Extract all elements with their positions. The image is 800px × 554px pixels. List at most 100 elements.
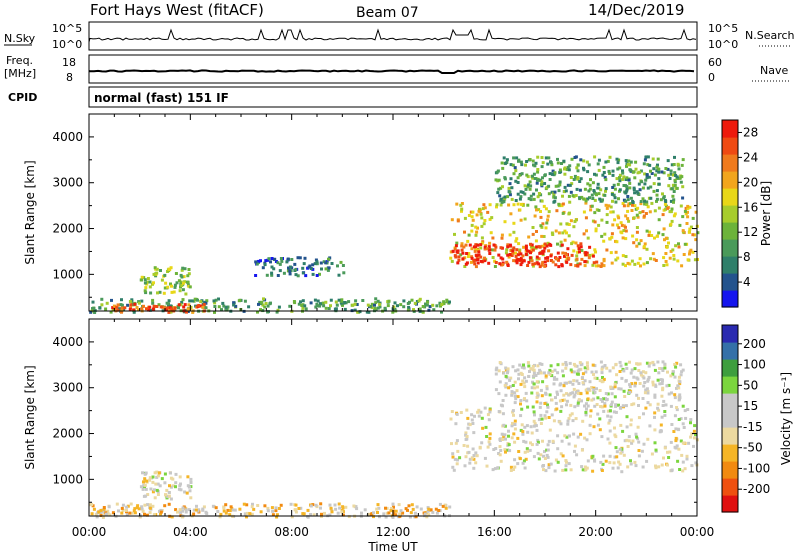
velocity-cell <box>632 402 636 406</box>
velocity-cell <box>498 361 502 364</box>
power-cell <box>181 281 185 285</box>
velocity-cell <box>589 414 592 418</box>
velocity-cell <box>504 393 508 397</box>
velocity-cell <box>156 474 160 478</box>
power-cell <box>146 277 150 280</box>
velocity-cell <box>340 510 344 514</box>
velocity-cell <box>438 502 442 506</box>
power-cell <box>196 298 199 302</box>
power-cell <box>467 214 471 217</box>
velocity-cell <box>497 410 501 413</box>
velocity-cell <box>492 448 496 451</box>
cpid-label: CPID <box>8 91 37 104</box>
velocity-cell <box>677 447 681 451</box>
power-cell <box>469 210 473 214</box>
velocity-cell <box>385 506 389 510</box>
velocity-cell <box>224 503 228 507</box>
velocity-cell <box>256 504 260 507</box>
power-cell <box>642 214 646 218</box>
velocity-cell <box>611 386 615 390</box>
velocity-cell <box>600 405 604 409</box>
velocity-cell <box>470 418 474 422</box>
power-cell <box>526 264 530 267</box>
power-cell <box>184 292 188 296</box>
velocity-cell <box>120 511 124 515</box>
velocity-cell <box>559 409 563 413</box>
velocity-cell <box>681 422 685 426</box>
velocity-cell <box>464 431 468 435</box>
velocity-cell <box>222 505 226 509</box>
power-cell <box>319 302 322 306</box>
power-cell <box>339 260 343 264</box>
power-cell <box>624 237 628 241</box>
velocity-cell <box>475 454 479 458</box>
power-cell <box>565 168 569 171</box>
power-cell <box>593 248 597 252</box>
power-scatter-points <box>89 155 700 314</box>
power-cell <box>618 179 622 183</box>
power-cell <box>501 261 505 265</box>
power-cell <box>186 280 190 284</box>
power-cell <box>613 196 617 200</box>
velocity-cell <box>513 401 517 405</box>
power-cell <box>529 245 533 249</box>
power-cell <box>643 158 647 162</box>
velocity-cell <box>453 457 457 461</box>
power-cell <box>688 205 692 209</box>
velocity-cell <box>657 465 661 469</box>
power-cell <box>167 299 171 303</box>
velocity-cell <box>155 470 159 474</box>
velocity-cell <box>566 419 570 423</box>
velocity-cell <box>250 512 254 516</box>
time-tick-label: 16:00 <box>477 525 512 539</box>
power-cell <box>183 280 187 284</box>
power-cell <box>516 258 520 262</box>
power-cell <box>508 243 512 247</box>
velocity-cell <box>527 364 531 368</box>
velocity-cell <box>165 488 169 492</box>
power-cell <box>578 262 582 266</box>
power-cell <box>151 298 155 302</box>
velocity-cell <box>682 426 686 429</box>
power-cell <box>679 180 683 184</box>
velocity-cell <box>590 398 594 402</box>
power-cell <box>585 253 589 257</box>
power-cell <box>624 225 627 229</box>
power-cell <box>142 304 145 308</box>
power-cell <box>586 182 590 186</box>
power-cell <box>144 286 148 290</box>
power-cell <box>392 305 396 309</box>
velocity-cell <box>487 418 491 422</box>
power-cell <box>675 175 679 179</box>
power-cell <box>554 184 558 188</box>
velocity-cell <box>540 394 544 398</box>
power-cell <box>605 206 609 210</box>
velocity-cell <box>559 422 563 426</box>
power-cell <box>483 256 486 260</box>
power-cell <box>155 271 159 275</box>
power-cell <box>278 269 282 273</box>
velocity-cell <box>543 450 546 454</box>
velocity-cell <box>259 510 263 514</box>
power-cell <box>526 203 530 207</box>
power-cell <box>544 156 548 160</box>
power-cell <box>634 160 638 164</box>
power-cell <box>641 197 645 201</box>
power-cell <box>354 299 358 303</box>
velocity-cell <box>312 513 316 517</box>
velocity-cell <box>530 431 534 435</box>
power-cell <box>460 248 464 252</box>
velocity-cell <box>226 508 230 512</box>
power-cell <box>563 238 567 242</box>
power-cell <box>111 307 115 311</box>
power-cell <box>473 249 477 253</box>
velocity-cell <box>651 380 655 384</box>
velocity-cell <box>504 450 507 454</box>
power-cell <box>668 256 672 260</box>
power-cell <box>137 301 141 305</box>
power-cell <box>547 249 551 253</box>
velocity-cell <box>514 397 518 401</box>
velocity-cell <box>219 512 223 516</box>
velocity-colorbar-swatch <box>722 478 738 496</box>
